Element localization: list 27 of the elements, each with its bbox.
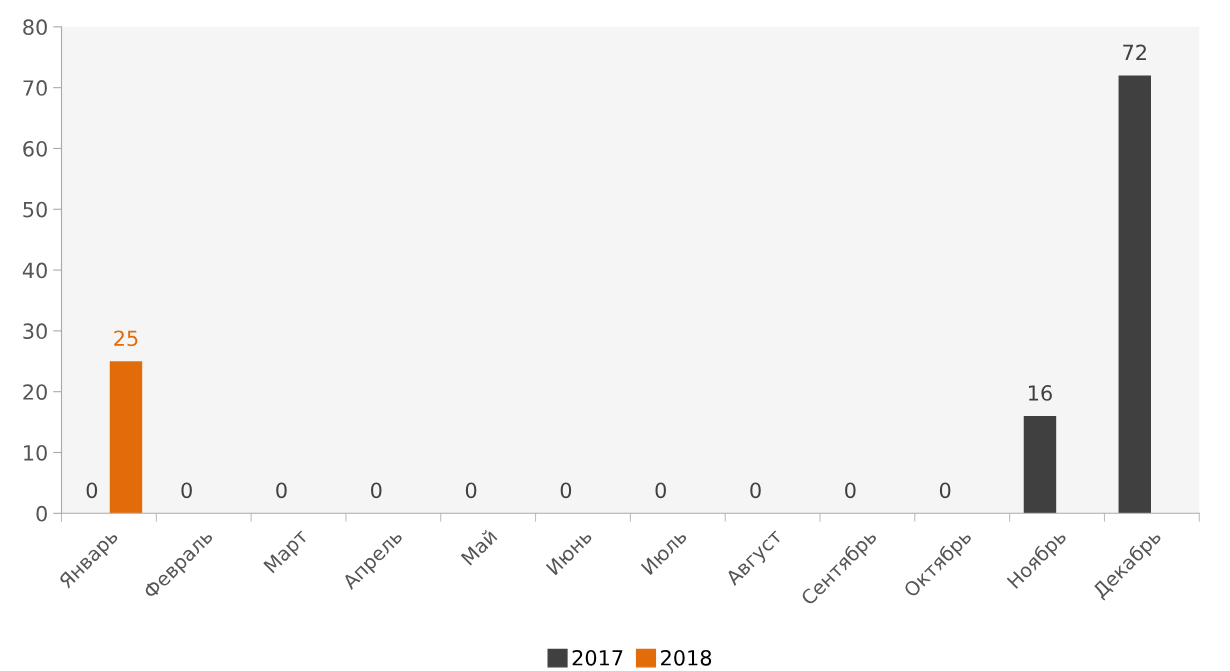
legend-label: 2017 (572, 649, 623, 666)
bar (1118, 75, 1151, 514)
data-label: 16 (1029, 385, 1052, 401)
bar (109, 361, 143, 514)
y-tick-label: 60 (23, 140, 47, 157)
data-label: 0 (86, 482, 98, 499)
data-label: 25 (114, 330, 138, 347)
y-tick-label: 10 (24, 444, 47, 461)
data-label: 0 (465, 482, 477, 499)
data-label: 0 (560, 482, 572, 499)
data-label: 0 (276, 482, 287, 499)
y-tick-label: 0 (36, 505, 47, 522)
y-tick-label: 30 (23, 323, 47, 340)
y-tick-label: 50 (23, 201, 47, 218)
legend-label: 2018 (661, 649, 712, 666)
data-label: 0 (750, 482, 761, 499)
data-label: 0 (655, 482, 666, 499)
data-label: 0 (939, 482, 951, 499)
y-tick-label: 20 (23, 384, 47, 400)
y-tick-label: 80 (23, 19, 47, 36)
data-label: 0 (371, 482, 382, 499)
data-label: 0 (845, 482, 856, 499)
data-label: 0 (181, 482, 192, 499)
bar (1023, 416, 1057, 514)
data-label: 72 (1123, 44, 1146, 61)
y-tick-label: 70 (23, 80, 47, 96)
y-tick-label: 40 (22, 262, 47, 279)
